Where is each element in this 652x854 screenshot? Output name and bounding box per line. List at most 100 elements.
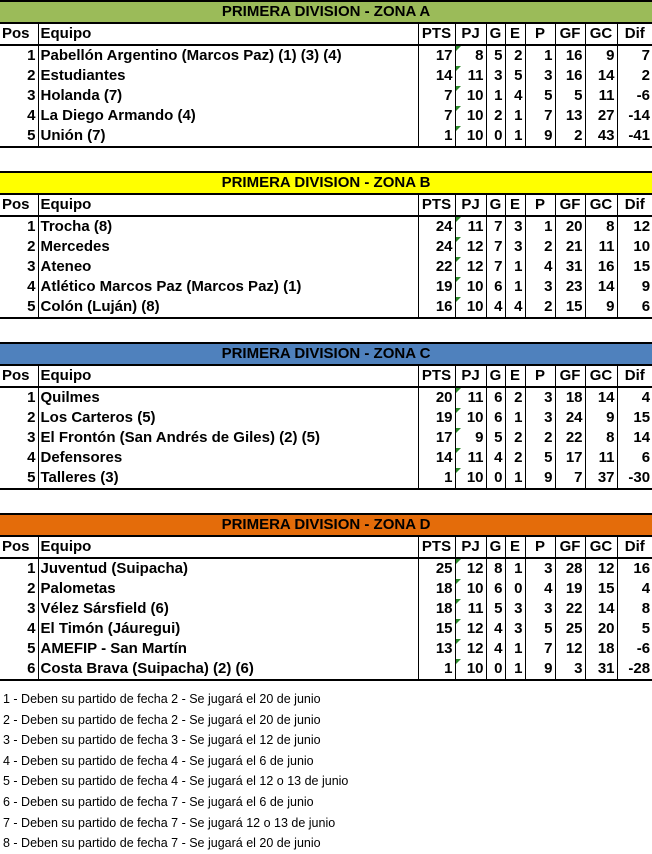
cell-g: 0 <box>485 126 505 148</box>
cell-dif: 9 <box>616 277 652 297</box>
header-e: E <box>504 365 525 388</box>
cell-team: Juventud (Suipacha) <box>37 558 418 579</box>
cell-gf: 21 <box>554 237 585 257</box>
header-team: Equipo <box>37 194 418 217</box>
zone-table: PRIMERA DIVISION - ZONA B Pos Equipo PTS PJ G… <box>0 171 652 319</box>
cell-e: 1 <box>504 639 525 659</box>
cell-g: 0 <box>485 468 505 490</box>
cell-pj: 12 <box>454 639 486 659</box>
cell-pts: 16 <box>417 297 455 319</box>
table-row: 2 Los Carteros (5) 19 10 6 1 3 24 9 15 <box>0 408 652 428</box>
cell-p: 3 <box>524 387 555 408</box>
cell-e: 2 <box>504 387 525 408</box>
cell-gc: 9 <box>584 297 617 319</box>
footnotes: 1 - Deben su partido de fecha 2 - Se jug… <box>3 689 348 854</box>
header-team: Equipo <box>37 536 418 559</box>
cell-pts: 22 <box>417 257 455 277</box>
cell-team: AMEFIP - San Martín <box>37 639 418 659</box>
header-gc: GC <box>584 365 617 388</box>
header-p: P <box>524 194 555 217</box>
cell-gc: 20 <box>584 619 617 639</box>
cell-gc: 14 <box>584 599 617 619</box>
table-row: 1 Trocha (8) 24 11 7 3 1 20 8 12 <box>0 216 652 237</box>
cell-e: 1 <box>504 659 525 681</box>
zone-table: PRIMERA DIVISION - ZONA A Pos Equipo PTS PJ G… <box>0 0 652 148</box>
table-row: 5 Colón (Luján) (8) 16 10 4 4 2 15 9 6 <box>0 297 652 319</box>
cell-pts: 1 <box>417 126 455 148</box>
cell-e: 3 <box>504 237 525 257</box>
cell-e: 1 <box>504 257 525 277</box>
footnote: 8 - Deben su partido de fecha 7 - Se jug… <box>3 836 321 851</box>
cell-g: 7 <box>485 257 505 277</box>
cell-pj: 12 <box>454 558 486 579</box>
cell-gc: 8 <box>584 428 617 448</box>
table-row: 1 Juventud (Suipacha) 25 12 8 1 3 28 12 16 <box>0 558 652 579</box>
header-pj: PJ <box>454 536 486 559</box>
cell-pts: 24 <box>417 237 455 257</box>
cell-pos: 2 <box>27 67 36 84</box>
footnote: 4 - Deben su partido de fecha 4 - Se jug… <box>3 753 314 768</box>
zone-title-row: PRIMERA DIVISION - ZONA C <box>0 342 652 366</box>
cell-pj: 12 <box>454 257 486 277</box>
cell-e: 1 <box>504 468 525 490</box>
cell-pts: 14 <box>417 448 455 468</box>
cell-gf: 18 <box>554 387 585 408</box>
cell-e: 2 <box>504 45 525 66</box>
cell-p: 3 <box>524 277 555 297</box>
cell-gc: 9 <box>584 45 617 66</box>
cell-pos: 1 <box>27 560 36 577</box>
cell-pos: 3 <box>27 429 36 446</box>
table-row: 1 Pabellón Argentino (Marcos Paz) (1) (3)… <box>0 45 652 66</box>
cell-team: Colón (Luján) (8) <box>37 297 418 319</box>
cell-dif: 4 <box>616 387 652 408</box>
cell-pj: 10 <box>454 86 486 106</box>
cell-pos: 2 <box>27 409 36 426</box>
cell-gc: 14 <box>584 66 617 86</box>
header-e: E <box>504 536 525 559</box>
cell-gf: 2 <box>554 126 585 148</box>
header-gc: GC <box>584 23 617 46</box>
cell-e: 3 <box>504 619 525 639</box>
cell-pts: 24 <box>417 216 455 237</box>
cell-g: 5 <box>485 428 505 448</box>
cell-team: Los Carteros (5) <box>37 408 418 428</box>
header-gf: GF <box>554 194 585 217</box>
cell-e: 5 <box>504 66 525 86</box>
cell-team: Palometas <box>37 579 418 599</box>
cell-pos: 2 <box>27 238 36 255</box>
cell-gf: 23 <box>554 277 585 297</box>
footnote: 1 - Deben su partido de fecha 2 - Se jug… <box>3 692 321 706</box>
table-row: 4 La Diego Armando (4) 7 10 2 1 7 13 27 -14 <box>0 106 652 126</box>
cell-dif: 2 <box>616 66 652 86</box>
cell-pos: 5 <box>0 297 38 319</box>
header-pts: PTS <box>417 536 455 559</box>
cell-gf: 15 <box>554 297 585 319</box>
header-row: Pos Equipo PTS PJ G E P GF GC Dif <box>0 23 652 46</box>
cell-pos: 4 <box>27 107 36 124</box>
cell-e: 1 <box>504 558 525 579</box>
header-p: P <box>524 365 555 388</box>
table-row: 2 Mercedes 24 12 7 3 2 21 11 10 <box>0 237 652 257</box>
cell-gc: 15 <box>584 579 617 599</box>
cell-g: 6 <box>485 579 505 599</box>
cell-gf: 19 <box>554 579 585 599</box>
cell-team: Pabellón Argentino (Marcos Paz) (1) (3) … <box>37 45 418 66</box>
zone-title-row: PRIMERA DIVISION - ZONA B <box>0 171 652 195</box>
cell-gc: 11 <box>584 448 617 468</box>
cell-g: 8 <box>485 558 505 579</box>
cell-dif: 14 <box>616 428 652 448</box>
cell-e: 1 <box>504 126 525 148</box>
header-dif: Dif <box>616 194 652 217</box>
cell-dif: 5 <box>616 619 652 639</box>
cell-pos: 1 <box>27 389 36 406</box>
cell-team: Unión (7) <box>37 126 418 148</box>
cell-pos: 4 <box>27 449 36 466</box>
cell-pj: 11 <box>454 66 486 86</box>
cell-team: Holanda (7) <box>37 86 418 106</box>
cell-pj: 10 <box>454 659 486 681</box>
header-pts: PTS <box>417 194 455 217</box>
cell-gc: 11 <box>584 237 617 257</box>
cell-p: 4 <box>524 257 555 277</box>
cell-p: 2 <box>524 237 555 257</box>
header-dif: Dif <box>616 365 652 388</box>
